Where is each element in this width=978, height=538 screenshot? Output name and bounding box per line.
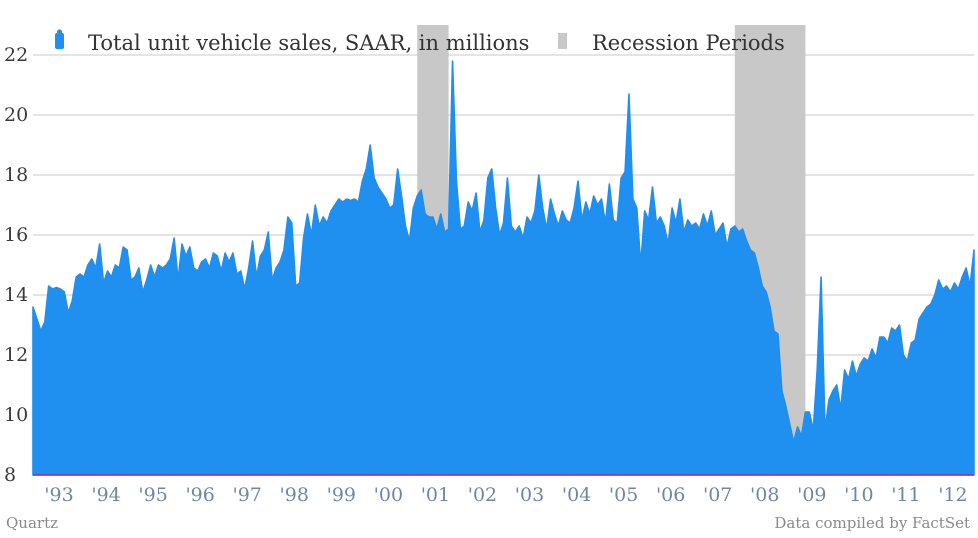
x-tick-label-14: '07: [703, 484, 732, 506]
y-tick-label-12: 12: [4, 344, 28, 366]
x-tick-label-4: '97: [232, 484, 261, 506]
x-tick-label-10: '03: [515, 484, 544, 506]
y-tick-label-8: 8: [4, 464, 16, 486]
legend-swatch-cap-icon: [56, 29, 63, 35]
source-credit-right: Data compiled by FactSet: [774, 514, 970, 532]
x-tick-label-9: '02: [468, 484, 497, 506]
legend: Total unit vehicle sales, SAAR, in milli…: [55, 29, 785, 55]
x-axis-ticks: '93 '94 '95 '96 '97 '98 '99 '00 '01 '02 '03 '04 '05 '…: [44, 484, 967, 506]
x-tick-label-1: '94: [91, 484, 120, 506]
x-tick-label-5: '98: [280, 484, 309, 506]
y-tick-label-20: 20: [4, 104, 28, 126]
y-tick-label-18: 18: [4, 164, 28, 186]
legend-item-recession: Recession Periods: [558, 31, 785, 55]
x-tick-label-17: '10: [844, 484, 873, 506]
x-tick-label-15: '08: [750, 484, 779, 506]
x-tick-label-12: '05: [609, 484, 638, 506]
legend-label-recession: Recession Periods: [592, 31, 785, 55]
y-tick-label-22: 22: [4, 44, 28, 66]
y-axis-ticks: 8 10 12 14 16 18 20 22: [4, 44, 28, 486]
x-tick-label-3: '96: [185, 484, 214, 506]
x-tick-label-6: '99: [327, 484, 356, 506]
x-tick-label-13: '06: [656, 484, 685, 506]
x-tick-label-16: '09: [797, 484, 826, 506]
x-tick-label-11: '04: [562, 484, 591, 506]
legend-swatch-sales-icon: [55, 33, 64, 49]
y-tick-label-10: 10: [4, 404, 28, 426]
x-tick-label-8: '01: [421, 484, 450, 506]
y-tick-label-14: 14: [4, 284, 28, 306]
legend-swatch-recession-icon: [558, 33, 567, 49]
x-tick-label-19: '12: [938, 484, 967, 506]
x-tick-label-0: '93: [44, 484, 73, 506]
x-tick-label-2: '95: [138, 484, 167, 506]
x-tick-label-18: '11: [891, 484, 920, 506]
y-tick-label-16: 16: [4, 224, 28, 246]
sales-area: [32, 60, 975, 476]
x-tick-label-7: '00: [374, 484, 403, 506]
source-credit-left: Quartz: [6, 514, 59, 532]
legend-label-sales: Total unit vehicle sales, SAAR, in milli…: [88, 31, 529, 55]
legend-item-sales: Total unit vehicle sales, SAAR, in milli…: [55, 29, 529, 55]
sales-area-series: [32, 60, 975, 476]
